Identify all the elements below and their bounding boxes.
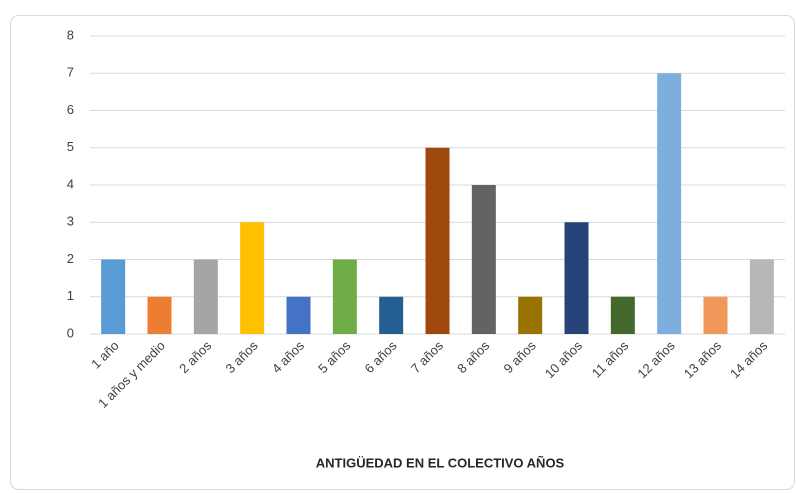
chart-border — [10, 15, 795, 490]
bar — [564, 222, 589, 334]
y-tick-label: 3 — [67, 214, 74, 229]
bar — [471, 185, 496, 334]
bar — [518, 296, 543, 334]
y-tick-label: 7 — [67, 65, 74, 80]
bar — [240, 222, 265, 334]
bar — [379, 296, 404, 334]
bar — [749, 259, 774, 334]
bar — [610, 296, 635, 334]
y-tick-label: 2 — [67, 251, 74, 266]
bar — [193, 259, 218, 334]
y-tick-label: 4 — [67, 176, 74, 191]
y-tick-label: 1 — [67, 288, 74, 303]
y-tick-label: 0 — [67, 325, 74, 340]
y-tick-label: 6 — [67, 102, 74, 117]
bar — [332, 259, 357, 334]
bar — [657, 73, 682, 334]
bar — [703, 296, 728, 334]
x-axis-title: ANTIGÜEDAD EN EL COLECTIVO AÑOS — [316, 455, 565, 470]
y-tick-label: 8 — [67, 27, 74, 42]
bar — [101, 259, 126, 334]
bar — [147, 296, 172, 334]
bar — [425, 147, 450, 334]
bar — [286, 296, 311, 334]
y-tick-label: 5 — [67, 139, 74, 154]
